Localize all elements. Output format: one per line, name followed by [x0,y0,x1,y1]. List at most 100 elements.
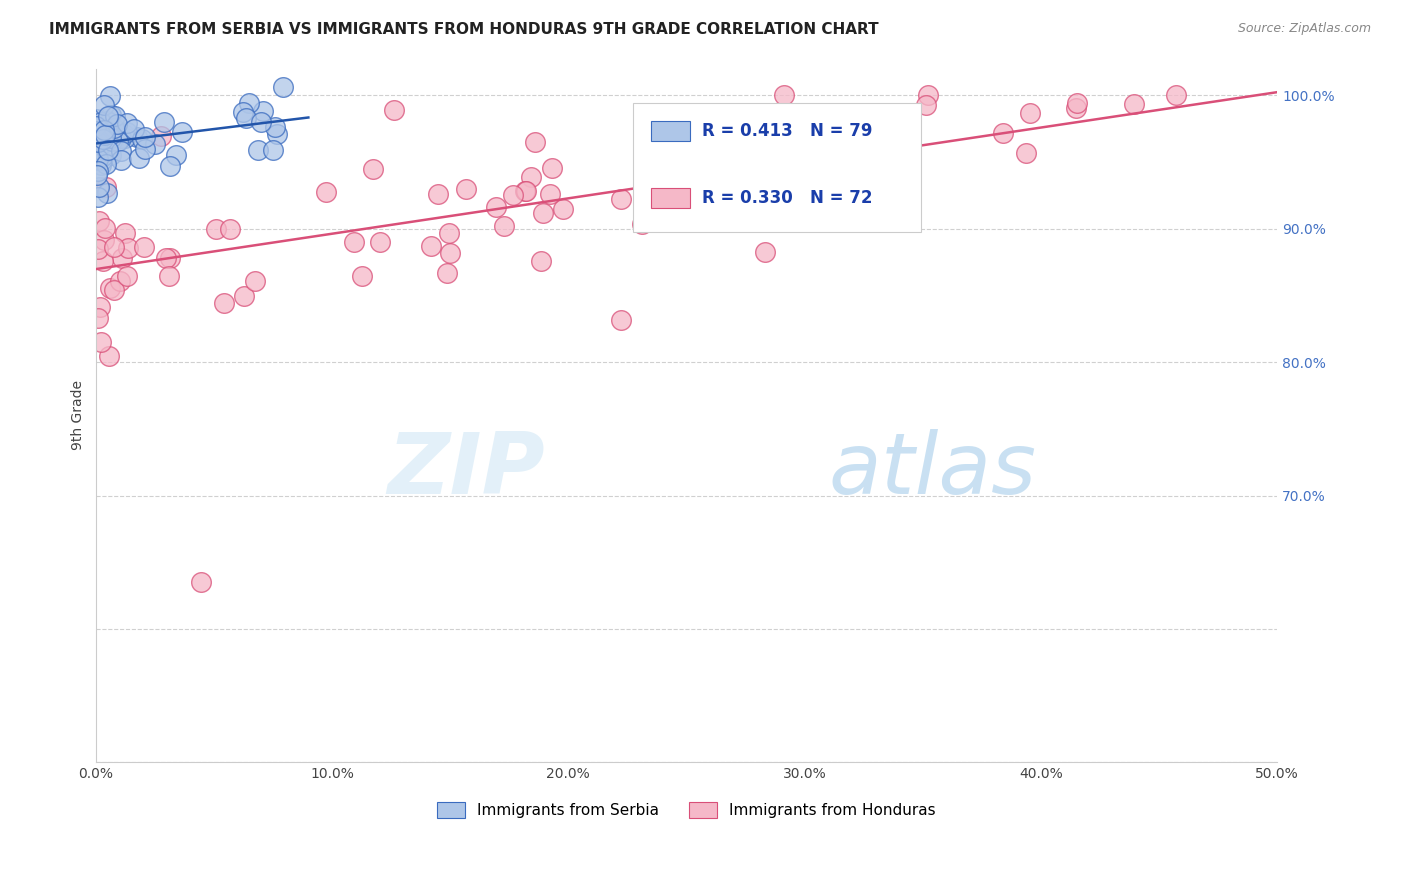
Point [84,131,107,145]
Point [1019,106,1042,120]
Point [91,254,114,268]
Point [86,152,108,166]
Point [90,158,112,172]
Point [131,132,153,146]
Point [87,118,110,132]
Legend: Immigrants from Serbia, Immigrants from Honduras: Immigrants from Serbia, Immigrants from … [432,796,942,824]
Point [103,283,125,297]
Point [361,162,384,177]
Point [252,104,274,119]
Point [98,281,121,295]
Point [87,310,110,325]
Point [96,113,118,128]
Point [103,133,125,147]
Point [115,116,138,130]
Point [917,88,939,103]
Point [235,111,257,125]
Point [91,132,114,146]
Point [804,205,827,219]
Text: IMMIGRANTS FROM SERBIA VS IMMIGRANTS FROM HONDURAS 9TH GRADE CORRELATION CHART: IMMIGRANTS FROM SERBIA VS IMMIGRANTS FRO… [49,22,879,37]
Point [132,240,155,254]
Point [100,108,122,122]
Point [86,112,108,127]
Point [93,123,115,137]
Point [94,221,117,235]
Text: ZIP: ZIP [387,429,544,513]
Point [190,575,212,590]
Point [103,120,125,135]
Point [105,117,128,131]
Point [877,175,900,189]
Point [748,190,770,204]
Point [114,131,136,145]
Point [159,268,181,283]
Point [104,109,127,123]
Text: Source: ZipAtlas.com: Source: ZipAtlas.com [1237,22,1371,36]
Point [112,128,135,142]
Point [343,235,366,249]
Point [232,105,254,120]
Point [86,123,108,137]
Point [212,296,235,310]
Point [419,239,441,253]
Point [1066,101,1088,115]
Point [150,128,173,143]
Point [89,120,111,134]
Point [107,134,129,148]
Point [86,169,108,183]
Point [110,131,132,145]
Text: R = 0.413   N = 79: R = 0.413 N = 79 [702,122,872,140]
Point [204,222,226,236]
Point [97,115,120,129]
Point [368,235,391,249]
Point [631,217,654,231]
Point [773,88,796,103]
Point [90,334,112,349]
Point [87,153,110,167]
Point [610,192,633,206]
Text: atlas: atlas [828,429,1036,513]
Point [769,148,792,162]
Point [165,148,187,162]
Point [551,202,574,216]
Point [382,103,405,118]
Point [94,123,117,137]
Point [271,79,294,94]
Point [87,213,110,227]
Point [100,131,122,145]
Point [437,226,460,240]
Point [134,142,156,156]
Point [93,98,115,112]
Point [233,288,256,302]
Point [86,134,108,148]
Point [541,161,564,175]
Point [110,153,132,168]
Point [115,269,138,284]
Point [110,144,132,158]
Point [610,313,633,327]
Point [915,97,938,112]
Point [84,120,107,134]
Point [540,186,562,201]
Point [98,88,121,103]
Point [991,126,1014,140]
Point [103,240,125,254]
Point [1015,145,1038,160]
Point [243,274,266,288]
Point [110,274,132,288]
Point [87,242,110,256]
Point [93,233,115,247]
Point [1122,96,1144,111]
Point [87,189,110,203]
Point [513,184,536,198]
Point [641,158,664,172]
Point [754,245,776,260]
Point [485,200,508,214]
Point [143,137,166,152]
Point [111,251,134,265]
Point [117,241,139,255]
Point [159,252,181,266]
Point [96,180,118,194]
Point [86,135,108,149]
Point [1066,95,1088,110]
